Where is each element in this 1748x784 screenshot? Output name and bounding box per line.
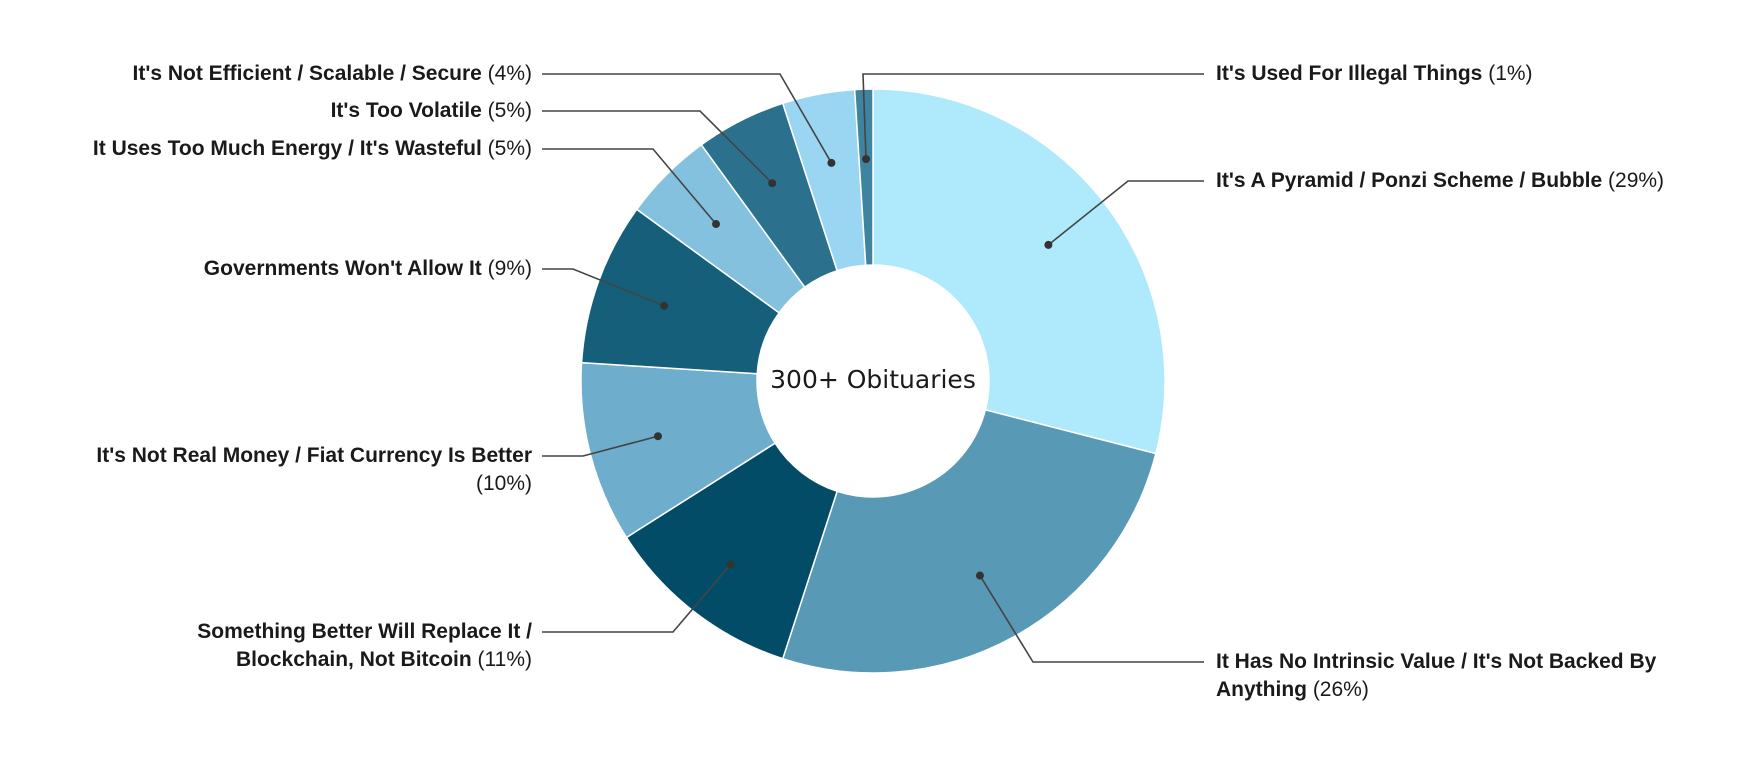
leader-dot-it-s-not-efficient-scalable-secure	[827, 158, 836, 167]
leader-line-governments-won-t-allow-it	[542, 268, 665, 307]
leader-line-it-s-used-for-illegal-things	[862, 73, 1204, 160]
leader-line-it-s-not-real-money-fiat-currency-is-better	[542, 435, 659, 457]
slice-label-something-better-will-replace-it-blockchain-not-bitcoin-line-2: Blockchain, Not Bitcoin (11%)	[236, 648, 532, 671]
leader-dot-it-uses-too-much-energy-it-s-wasteful	[712, 220, 721, 229]
slice-label-it-s-a-pyramid-ponzi-scheme-bubble: It's A Pyramid / Ponzi Scheme / Bubble (…	[1216, 169, 1664, 192]
slice-label-it-s-used-for-illegal-things: It's Used For Illegal Things (1%)	[1216, 62, 1533, 85]
slice-label-it-s-not-real-money-fiat-currency-is-better-line-2: (10%)	[476, 472, 532, 495]
slice-it-s-a-pyramid-ponzi-scheme-bubble	[872, 88, 1166, 455]
slice-label-it-uses-too-much-energy-it-s-wasteful: It Uses Too Much Energy / It's Wasteful …	[93, 137, 532, 160]
leader-dot-it-s-a-pyramid-ponzi-scheme-bubble	[1044, 240, 1053, 249]
slice-label-it-has-no-intrinsic-value-it-s-not-backed-by-anything-line-1: It Has No Intrinsic Value / It's Not Bac…	[1216, 650, 1657, 673]
leader-dot-governments-won-t-allow-it	[660, 301, 669, 310]
donut-slices	[580, 88, 1166, 674]
slice-it-has-no-intrinsic-value-it-s-not-backed-by-anything	[781, 408, 1157, 674]
leader-line-it-uses-too-much-energy-it-s-wasteful	[542, 148, 717, 225]
slice-label-it-s-not-efficient-scalable-secure: It's Not Efficient / Scalable / Secure (…	[133, 62, 532, 85]
leader-dot-something-better-will-replace-it-blockchain-not-bitcoin	[726, 560, 735, 569]
slice-labels: It's A Pyramid / Ponzi Scheme / Bubble (…	[93, 62, 1664, 701]
leader-dot-it-s-not-real-money-fiat-currency-is-better	[653, 432, 662, 441]
leader-dot-it-has-no-intrinsic-value-it-s-not-backed-by-anything	[975, 571, 984, 580]
leader-line-it-s-not-efficient-scalable-secure	[542, 73, 833, 164]
leader-lines	[542, 73, 1204, 663]
leader-dot-it-s-used-for-illegal-things	[862, 155, 871, 164]
slice-label-governments-won-t-allow-it: Governments Won't Allow It (9%)	[204, 257, 532, 280]
leader-line-it-s-a-pyramid-ponzi-scheme-bubble	[1047, 180, 1204, 246]
slice-it-s-used-for-illegal-things	[853, 88, 874, 267]
slice-label-it-has-no-intrinsic-value-it-s-not-backed-by-anything-line-2: Anything (26%)	[1216, 678, 1369, 701]
slice-something-better-will-replace-it-blockchain-not-bitcoin	[625, 442, 839, 660]
leader-dot-it-s-too-volatile	[768, 179, 777, 188]
center-label: 300+ Obituaries	[770, 365, 976, 394]
leader-line-something-better-will-replace-it-blockchain-not-bitcoin	[542, 563, 732, 633]
slice-label-it-s-too-volatile: It's Too Volatile (5%)	[331, 99, 532, 122]
slice-label-something-better-will-replace-it-blockchain-not-bitcoin-line-1: Something Better Will Replace It /	[197, 620, 532, 643]
slice-label-it-s-not-real-money-fiat-currency-is-better-line-1: It's Not Real Money / Fiat Currency Is B…	[96, 444, 532, 467]
leader-line-it-s-too-volatile	[542, 110, 773, 184]
leader-line-it-has-no-intrinsic-value-it-s-not-backed-by-anything	[979, 575, 1204, 663]
